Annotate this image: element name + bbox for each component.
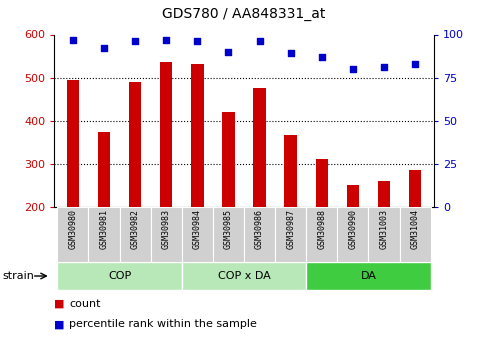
Bar xyxy=(347,185,359,207)
Point xyxy=(100,46,108,51)
Bar xyxy=(244,207,275,262)
Bar xyxy=(57,262,182,290)
Point xyxy=(69,37,77,42)
Text: GSM30988: GSM30988 xyxy=(317,209,326,249)
Bar xyxy=(191,64,204,207)
Point xyxy=(193,39,201,44)
Bar xyxy=(151,207,182,262)
Bar xyxy=(284,135,297,207)
Text: COP x DA: COP x DA xyxy=(218,271,270,281)
Point xyxy=(224,49,232,55)
Bar xyxy=(182,207,213,262)
Point xyxy=(318,54,326,60)
Bar xyxy=(409,170,422,207)
Bar xyxy=(378,181,390,207)
Point xyxy=(287,51,295,56)
Text: ■: ■ xyxy=(54,319,65,329)
Point xyxy=(162,37,170,42)
Bar xyxy=(160,62,173,207)
Text: strain: strain xyxy=(2,271,35,281)
Text: GSM31003: GSM31003 xyxy=(380,209,388,249)
Bar xyxy=(368,207,400,262)
Point xyxy=(256,39,264,44)
Bar xyxy=(337,207,368,262)
Bar xyxy=(120,207,151,262)
Text: GSM31004: GSM31004 xyxy=(411,209,420,249)
Point xyxy=(349,66,357,72)
Bar xyxy=(316,159,328,207)
Bar xyxy=(222,112,235,207)
Point xyxy=(380,65,388,70)
Bar xyxy=(129,82,141,207)
Text: count: count xyxy=(69,299,101,308)
Text: GSM30985: GSM30985 xyxy=(224,209,233,249)
Text: GSM30983: GSM30983 xyxy=(162,209,171,249)
Text: percentile rank within the sample: percentile rank within the sample xyxy=(69,319,257,329)
Text: GSM30986: GSM30986 xyxy=(255,209,264,249)
Bar xyxy=(67,80,79,207)
Text: GSM30980: GSM30980 xyxy=(69,209,77,249)
Bar xyxy=(182,262,306,290)
Text: ■: ■ xyxy=(54,299,65,308)
Text: GSM30990: GSM30990 xyxy=(349,209,357,249)
Bar xyxy=(275,207,306,262)
Bar xyxy=(306,262,431,290)
Text: GSM30987: GSM30987 xyxy=(286,209,295,249)
Point xyxy=(131,39,139,44)
Text: GSM30984: GSM30984 xyxy=(193,209,202,249)
Text: GSM30981: GSM30981 xyxy=(100,209,108,249)
Text: DA: DA xyxy=(360,271,377,281)
Bar xyxy=(253,88,266,207)
Bar xyxy=(400,207,431,262)
Text: COP: COP xyxy=(108,271,131,281)
Bar xyxy=(88,207,120,262)
Bar xyxy=(213,207,244,262)
Bar xyxy=(306,207,337,262)
Text: GSM30982: GSM30982 xyxy=(131,209,140,249)
Text: GDS780 / AA848331_at: GDS780 / AA848331_at xyxy=(162,7,326,21)
Bar xyxy=(57,207,88,262)
Bar xyxy=(98,131,110,207)
Point xyxy=(411,61,419,67)
